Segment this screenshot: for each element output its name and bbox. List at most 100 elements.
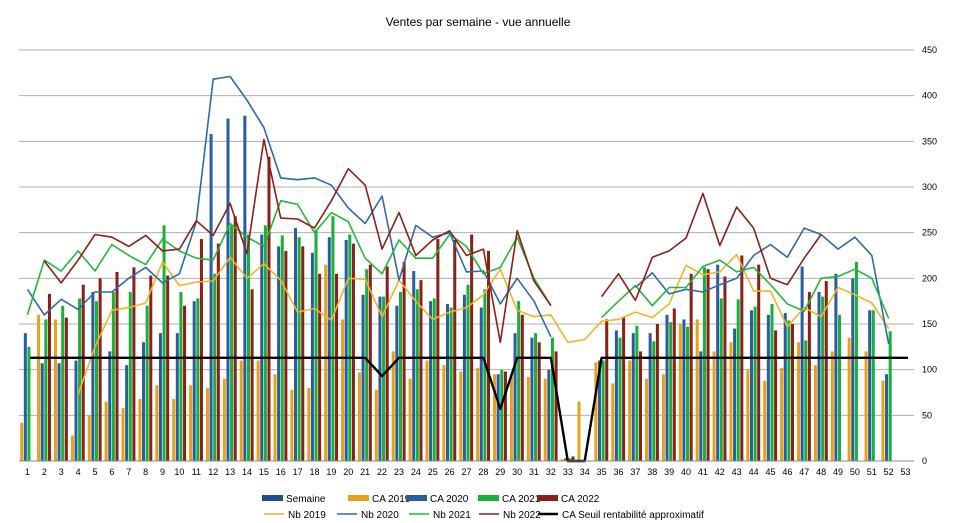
bar-ca2021 [702,267,706,461]
x-tick-label: 52 [884,467,894,477]
x-tick-label: 26 [445,467,455,477]
x-tick-label: 2 [42,467,47,477]
bar-ca2022 [638,351,643,461]
bar-ca2021 [297,237,301,461]
bar-ca2022 [284,250,288,461]
bar-ca2020 [851,278,855,461]
bar-ca2019 [20,422,24,461]
bar-ca2022 [47,293,51,461]
bar-ca2019 [222,378,226,461]
legend-label-ca2021: CA 2021 [502,494,541,505]
bar-ca2021 [500,369,504,461]
bar-ca2022 [824,281,828,461]
bar-ca2022 [233,216,237,461]
bar-ca2020 [344,239,348,461]
bar-ca2022 [166,275,170,461]
line-nb2021 [601,259,890,319]
bar-ca2020 [277,246,281,461]
bar-ca2022 [81,284,85,461]
bar-ca2020 [817,292,821,461]
bar-ca2019 [121,408,125,461]
bar-ca2019 [628,360,632,461]
bar-ca2021 [787,320,791,461]
bar-ca2022 [419,280,423,461]
bar-ca2022 [183,305,187,461]
bar-ca2022 [267,156,271,462]
x-tick-label: 35 [597,467,607,477]
legend-label-nb2019: Nb 2019 [288,510,326,521]
bar-ca2020 [378,296,382,461]
x-tick-label: 5 [92,467,97,477]
bar-ca2020 [57,363,61,461]
line-nb2021 [26,199,552,316]
x-tick-label: 49 [833,467,843,477]
bar-ca2021 [567,458,571,461]
x-tick-label: 44 [749,467,759,477]
bar-ca2021 [128,292,132,461]
bar-ca2022 [385,266,389,461]
bar-ca2021 [263,225,267,461]
bar-ca2021 [618,337,622,461]
x-tick-label: 24 [411,467,421,477]
bar-ca2019 [341,319,345,461]
x-tick-label: 17 [293,467,303,477]
bar-ca2020 [361,294,365,461]
bar-ca2022 [790,324,794,461]
x-tick-label: 27 [461,467,471,477]
bar-ca2020 [395,305,399,461]
bar-ca2020 [40,363,44,461]
x-tick-label: 11 [192,467,201,477]
bar-ca2021 [635,325,639,461]
x-tick-label: 31 [529,467,539,477]
bar-ca2019 [138,398,142,461]
legend-label-nb2022: Nb 2022 [503,510,541,521]
bar-ca2020 [513,333,517,461]
bar-ca2020 [294,228,298,461]
bar-ca2020 [682,319,686,461]
bar-ca2022 [301,246,305,461]
bar-ca2020 [462,294,466,461]
legend-swatch-ca2020 [406,495,427,501]
bar-ca2019 [324,264,328,461]
bar-ca2019 [104,401,108,461]
x-tick-label: 4 [76,467,81,477]
bar-ca2020 [125,365,129,461]
bar-ca2020 [800,266,804,461]
bar-ca2019 [189,385,193,461]
bar-ca2019 [543,378,547,461]
bar-ca2022 [335,273,339,461]
bar-ca2019 [357,372,361,461]
line-nb2020 [634,227,890,345]
x-tick-label: 16 [276,467,286,477]
bar-ca2022 [655,324,659,461]
line-nb2022 [43,138,552,344]
bar-ca2020 [597,360,601,461]
bar-ca2022 [503,371,507,461]
bar-ca2020 [158,333,162,461]
x-tick-label: 9 [160,467,165,477]
bar-ca2022 [351,243,355,461]
bar-ca2020 [648,333,652,461]
x-tick-label: 43 [732,467,742,477]
bar-ca2020 [23,333,27,461]
bar-ca2021 [179,292,183,461]
bar-ca2021 [415,289,419,461]
bar-ca2022 [672,308,676,461]
bar-ca2019 [374,389,378,461]
bar-ca2019 [256,360,260,461]
bar-ca2022 [723,276,727,461]
bar-ca2019 [678,324,682,461]
bar-ca2021 [196,298,200,461]
x-tick-label: 1 [25,467,30,477]
bar-ca2020 [74,360,78,461]
bar-ca2020 [530,337,534,461]
bar-ca2021 [517,301,521,461]
x-tick-label: 20 [343,467,353,477]
bar-ca2020 [226,118,230,461]
x-tick-label: 29 [495,467,505,477]
x-tick-label: 45 [765,467,775,477]
chart-title: Ventes par semaine - vue annuelle [386,15,571,29]
x-tick-label: 46 [782,467,792,477]
bar-ca2020 [834,273,838,461]
bar-ca2019 [712,351,716,461]
